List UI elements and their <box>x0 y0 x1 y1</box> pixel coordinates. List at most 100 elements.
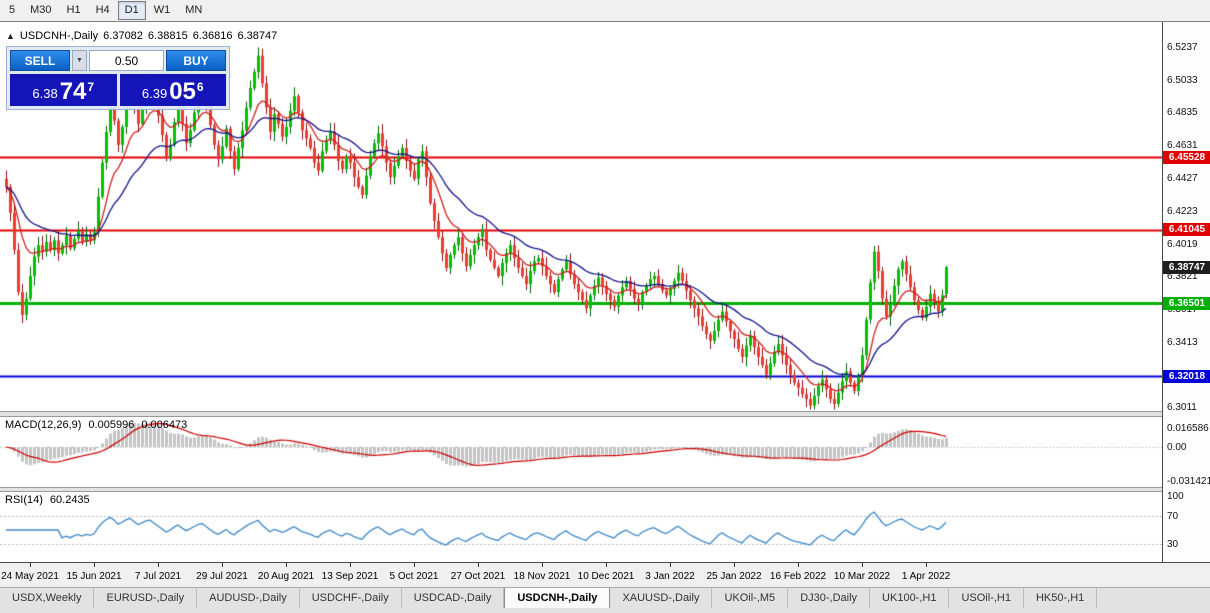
rsi-indicator-panel[interactable]: RSI(14) 60.2435 <box>0 492 1162 562</box>
chart-tab[interactable]: USDCNH-,Daily <box>504 588 611 608</box>
timeframe-toolbar: 5 M30 H1 H4 D1 W1 MN <box>0 0 1210 22</box>
price-tick-label: 6.3821 <box>1167 270 1198 282</box>
price-level-badge: 6.32018 <box>1163 369 1210 383</box>
ask-price-pips: 05 <box>169 78 196 105</box>
macd-main-value: 0.005996 <box>88 419 135 431</box>
timeframe-button-d1[interactable]: D1 <box>117 1 146 20</box>
chart-ohlc-header: ▲ USDCNH-,Daily 6.37082 6.38815 6.36816 … <box>6 30 277 42</box>
date-tick-label: 1 Apr 2022 <box>901 571 951 582</box>
date-tick-label: 20 Aug 2021 <box>257 571 315 582</box>
chart-tab[interactable]: XAUUSD-,Daily <box>610 588 713 608</box>
price-level-badge: 6.36501 <box>1163 296 1210 310</box>
ohlc-high-value: 6.38815 <box>147 30 188 42</box>
chart-tab[interactable]: USDX,Weekly <box>0 588 95 608</box>
timeframe-button-5[interactable]: 5 <box>9 4 16 16</box>
price-level-badge: 6.41045 <box>1163 223 1210 237</box>
macd-axis-label: 0.016586 <box>1167 422 1209 434</box>
date-tick-label: 13 Sep 2021 <box>321 571 379 582</box>
chart-tab[interactable]: HK50-,H1 <box>1023 588 1098 608</box>
chart-tab[interactable]: EURUSD-,Daily <box>94 588 198 608</box>
ohlc-low-value: 6.36816 <box>192 30 233 42</box>
timeframe-button-w1[interactable]: W1 <box>153 4 171 16</box>
macd-chart-canvas[interactable] <box>0 417 1162 487</box>
date-tick-mark <box>222 563 223 567</box>
ask-price-point: 6 <box>196 80 204 94</box>
date-tick-label: 15 Jun 2021 <box>66 571 122 582</box>
chart-symbol-label: USDCNH-,Daily <box>19 30 99 42</box>
macd-header: MACD(12,26,9) 0.005996 0.006473 <box>5 419 187 431</box>
buy-button[interactable]: BUY <box>166 50 226 71</box>
price-tick-label: 6.4427 <box>1167 172 1198 184</box>
date-tick-mark <box>350 563 351 567</box>
price-tick-label: 6.3011 <box>1167 401 1197 413</box>
panel-splitter[interactable] <box>0 487 1210 492</box>
date-tick-mark <box>478 563 479 567</box>
date-tick-label: 29 Jul 2021 <box>196 571 248 582</box>
sell-button[interactable]: SELL <box>10 50 70 71</box>
right-axis-strip: 6.5237 6.5033 6.4835 6.4631 6.4427 6.4223 6.40… <box>1162 22 1210 562</box>
rsi-axis-label: 70 <box>1167 511 1179 523</box>
date-tick-label: 7 Jul 2021 <box>134 571 182 582</box>
rsi-axis-label: 100 <box>1167 491 1184 502</box>
date-tick-mark <box>158 563 159 567</box>
date-tick-mark <box>798 563 799 567</box>
rsi-chart-canvas[interactable] <box>0 492 1162 562</box>
date-tick-label: 10 Mar 2022 <box>833 571 891 582</box>
ohlc-open-value: 6.37082 <box>103 30 143 42</box>
chart-tab[interactable]: AUDUSD-,Daily <box>197 588 300 608</box>
macd-signal-value: 0.006473 <box>141 419 188 431</box>
date-tick-mark <box>542 563 543 567</box>
chart-tab-bar: USDX,Weekly EURUSD-,Daily AUDUSD-,Daily USD… <box>0 587 1210 613</box>
date-tick-mark <box>606 563 607 567</box>
bid-price-display[interactable]: 6.38 74 7 <box>10 74 117 106</box>
current-price-badge: 6.38747 <box>1163 260 1210 274</box>
price-tick-label: 6.4835 <box>1167 106 1198 118</box>
chevron-down-icon: ▼ <box>76 57 83 64</box>
date-tick-mark <box>286 563 287 567</box>
timeframe-button-m30[interactable]: M30 <box>30 4 52 16</box>
price-tick-label: 6.4019 <box>1167 238 1198 250</box>
rsi-name-label: RSI(14) <box>5 494 43 506</box>
macd-indicator-panel[interactable]: MACD(12,26,9) 0.005996 0.006473 <box>0 417 1162 487</box>
chart-tab[interactable]: USOil-,H1 <box>949 588 1024 608</box>
bid-price-main: 6.38 <box>32 86 58 101</box>
ask-price-display[interactable]: 6.39 05 6 <box>119 74 226 106</box>
chart-tab[interactable]: UK100-,H1 <box>870 588 950 608</box>
lot-size-input[interactable] <box>89 50 164 71</box>
date-tick-mark <box>30 563 31 567</box>
date-tick-label: 18 Nov 2021 <box>513 571 571 582</box>
bid-price-pips: 74 <box>59 78 87 105</box>
price-tick-label: 6.5033 <box>1167 74 1198 86</box>
time-axis: 24 May 2021 15 Jun 2021 7 Jul 2021 29 Jul 2… <box>0 562 1210 587</box>
collapse-trade-panel-icon[interactable]: ▲ <box>6 31 15 41</box>
date-tick-label: 24 May 2021 <box>1 571 59 582</box>
main-chart-panel[interactable]: ▲ USDCNH-,Daily 6.37082 6.38815 6.36816 … <box>0 22 1162 411</box>
price-tick-label: 6.3413 <box>1167 336 1198 348</box>
chart-tab[interactable]: UKOil-,M5 <box>712 588 789 608</box>
timeframe-button-h4[interactable]: H4 <box>95 4 110 16</box>
rsi-value: 60.2435 <box>49 494 90 506</box>
ask-price-main: 6.39 <box>141 86 168 101</box>
date-tick-mark <box>862 563 863 567</box>
date-tick-label: 16 Feb 2022 <box>769 571 827 582</box>
chart-tab[interactable]: DJ30-,Daily <box>788 588 871 608</box>
rsi-axis-label: 30 <box>1167 538 1179 550</box>
chart-tab[interactable]: USDCAD-,Daily <box>401 588 505 608</box>
chart-tab[interactable]: USDCHF-,Daily <box>299 588 402 608</box>
date-tick-label: 3 Jan 2022 <box>645 571 695 582</box>
date-tick-label: 27 Oct 2021 <box>450 571 506 582</box>
timeframe-button-mn[interactable]: MN <box>185 4 203 16</box>
macd-axis-label: 0.00 <box>1167 442 1187 453</box>
macd-axis-label: -0.031421 <box>1167 476 1210 487</box>
price-tick-label: 6.4631 <box>1167 139 1198 151</box>
date-tick-mark <box>926 563 927 567</box>
panel-splitter[interactable] <box>0 411 1210 417</box>
date-tick-label: 10 Dec 2021 <box>577 571 635 582</box>
macd-name-label: MACD(12,26,9) <box>5 419 82 431</box>
date-tick-mark <box>670 563 671 567</box>
price-level-badge: 6.45528 <box>1163 150 1210 164</box>
lot-dropdown-button[interactable]: ▼ <box>72 50 87 71</box>
timeframe-button-h1[interactable]: H1 <box>66 4 81 16</box>
